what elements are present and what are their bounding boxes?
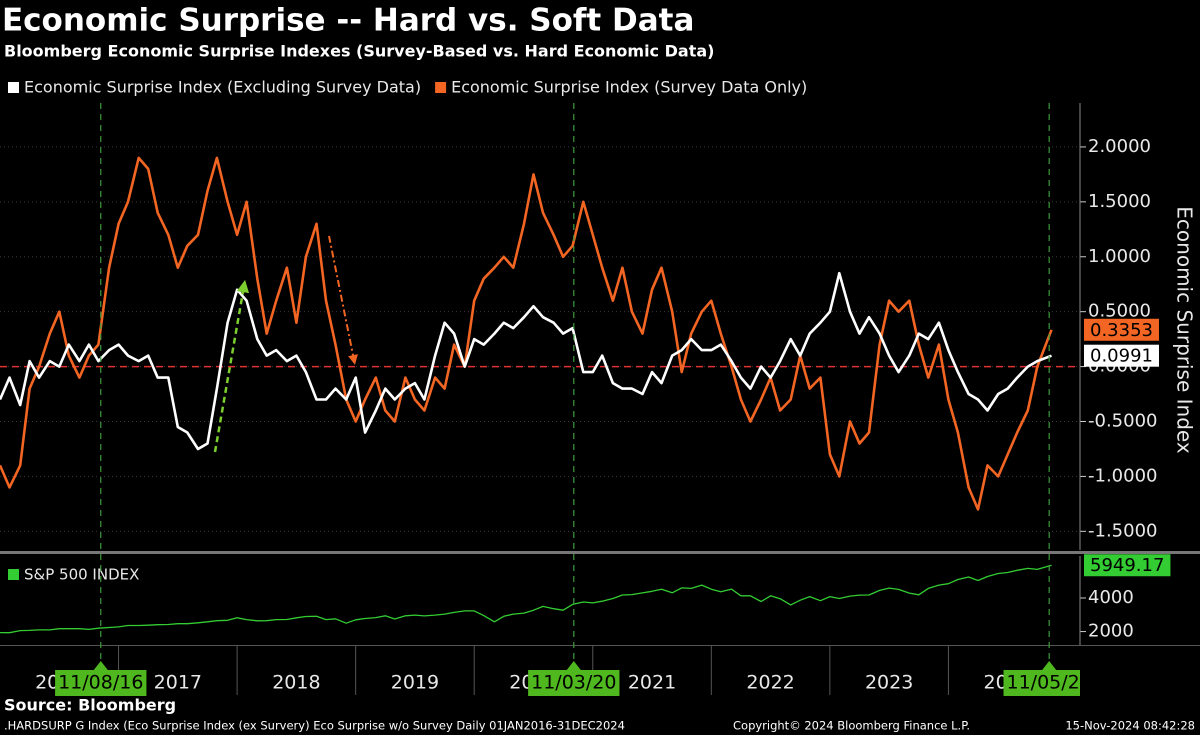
last-value-label: 0.3353 — [1090, 320, 1153, 341]
data-line — [0, 156, 1053, 511]
y-axis-label: Economic Surprise Index — [1173, 206, 1197, 454]
last-value-box — [1084, 344, 1159, 367]
legend-label: S&P 500 INDEX — [24, 566, 139, 584]
legend-swatch — [435, 82, 447, 93]
event-marker — [1042, 661, 1057, 670]
data-line — [0, 564, 1052, 634]
y-tick-label: 4000 — [1088, 587, 1134, 608]
event-label: 11/03/20 — [531, 672, 616, 694]
event-label-box — [55, 670, 147, 696]
y-tick-label: -1.0000 — [1088, 465, 1157, 486]
last-value-label: 5949.17 — [1090, 555, 1164, 576]
last-value-box — [1084, 318, 1159, 341]
y-tick-label: 2000 — [1088, 621, 1134, 642]
event-marker — [566, 661, 581, 670]
event-label: 11/08/16 — [58, 672, 143, 694]
event-marker — [93, 661, 108, 670]
legend-swatch — [8, 82, 19, 93]
timestamp: 15-Nov-2024 08:42:28 — [1065, 719, 1195, 733]
x-tick-label: 2021 — [628, 672, 676, 694]
source: Source: Bloomberg — [4, 696, 176, 715]
y-tick-label: -1.5000 — [1088, 520, 1157, 541]
y-tick-label: 2.0000 — [1088, 136, 1151, 157]
x-tick-label: 2023 — [865, 672, 913, 694]
y-tick-label: -0.5000 — [1088, 411, 1157, 432]
plot-area: -1.5000-1.0000-0.50000.00000.50001.00001… — [0, 78, 1200, 696]
data-line — [0, 271, 1052, 451]
last-value: 5949.17 — [1084, 554, 1171, 577]
event-label-box — [1003, 670, 1080, 696]
arrow — [328, 235, 358, 365]
arrow — [213, 279, 250, 453]
event-label: 11/05/24 — [1007, 672, 1092, 694]
y-tick-label: 0.5000 — [1088, 301, 1151, 322]
legend-label: Economic Surprise Index (Excluding Surve… — [24, 78, 421, 97]
last-value: 0.3353 — [1084, 318, 1159, 341]
footer-description: .HARDSURP G Index (Eco Surprise Index (e… — [4, 719, 625, 733]
x-tick-label: 2018 — [272, 672, 320, 694]
last-value: 0.0991 — [1084, 344, 1159, 367]
last-value-label: 0.0991 — [1090, 346, 1153, 367]
copyright: Copyright© 2024 Bloomberg Finance L.P. — [733, 719, 970, 733]
legend-label: Economic Surprise Index (Survey Data Onl… — [451, 78, 807, 97]
last-value-box — [1084, 554, 1171, 577]
y-tick-label: 1.5000 — [1088, 191, 1151, 212]
legend-swatch — [8, 569, 19, 580]
chart-title: Economic Surprise -- Hard vs. Soft Data — [2, 3, 694, 39]
chart-subtitle: Bloomberg Economic Surprise Indexes (Sur… — [4, 42, 714, 61]
y-tick-label: 1.0000 — [1088, 246, 1151, 267]
x-tick-label: 2022 — [746, 672, 794, 694]
x-tick-label: 2017 — [154, 672, 202, 694]
x-tick-label: 2019 — [391, 672, 439, 694]
event-label-box — [528, 670, 620, 696]
